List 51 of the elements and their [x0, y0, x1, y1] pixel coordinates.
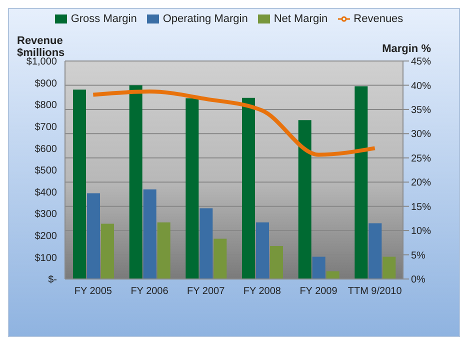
bar [143, 189, 156, 279]
bar [186, 98, 199, 279]
bar [298, 120, 312, 279]
x-tick-label: FY 2009 [300, 286, 338, 298]
y2-tick-label: 20% [411, 178, 432, 189]
legend-label: Revenues [354, 13, 404, 25]
y-tick-label: $200 [34, 230, 58, 242]
bar [73, 90, 86, 279]
y-tick-label: $100 [34, 252, 58, 264]
y2-axis-title: Margin % [381, 43, 431, 55]
x-tick-label: TTM 9/2010 [348, 286, 402, 298]
y2-tick-label: 15% [411, 202, 432, 213]
y-tick-label: $300 [34, 209, 58, 220]
bar [214, 238, 227, 279]
bar [101, 224, 114, 279]
x-tick-label: FY 2007 [187, 286, 226, 298]
bar [326, 271, 340, 279]
bar [368, 223, 382, 279]
bar [354, 86, 368, 279]
y2-tick-label: 40% [411, 80, 432, 92]
x-tick-label: FY 2006 [130, 286, 169, 298]
y2-tick-label: 45% [411, 56, 432, 68]
y-tick-label: $- [48, 274, 57, 286]
bar [382, 256, 396, 279]
bar [87, 193, 100, 279]
y-tick-label: $400 [34, 187, 58, 198]
bar [200, 208, 213, 279]
y2-tick-label: 25% [411, 153, 432, 164]
legend-label: Operating Margin [162, 13, 248, 25]
y-tick-label: $1,000 [26, 56, 58, 68]
y2-tick-label: 10% [411, 226, 432, 238]
y2-tick-label: 35% [411, 104, 432, 116]
bar [312, 256, 326, 279]
y-tick-label: $700 [34, 122, 58, 133]
legend-label: Gross Margin [70, 13, 137, 25]
x-tick-label: FY 2008 [243, 286, 282, 298]
y-tick-label: $600 [34, 144, 58, 155]
y-tick-label: $500 [34, 166, 58, 177]
bar [129, 85, 142, 279]
y-tick-label: $800 [34, 100, 58, 112]
line-series [91, 90, 377, 157]
bar [157, 222, 170, 279]
bar [270, 246, 283, 279]
x-tick-label: FY 2005 [74, 286, 112, 298]
bar [256, 222, 269, 279]
y2-tick-label: 5% [411, 250, 426, 262]
y-tick-label: $900 [34, 78, 58, 90]
y2-tick-label: 30% [411, 129, 432, 140]
bar [242, 98, 255, 279]
legend-label: Net Margin [274, 13, 328, 25]
y2-tick-label: 0% [411, 274, 426, 286]
